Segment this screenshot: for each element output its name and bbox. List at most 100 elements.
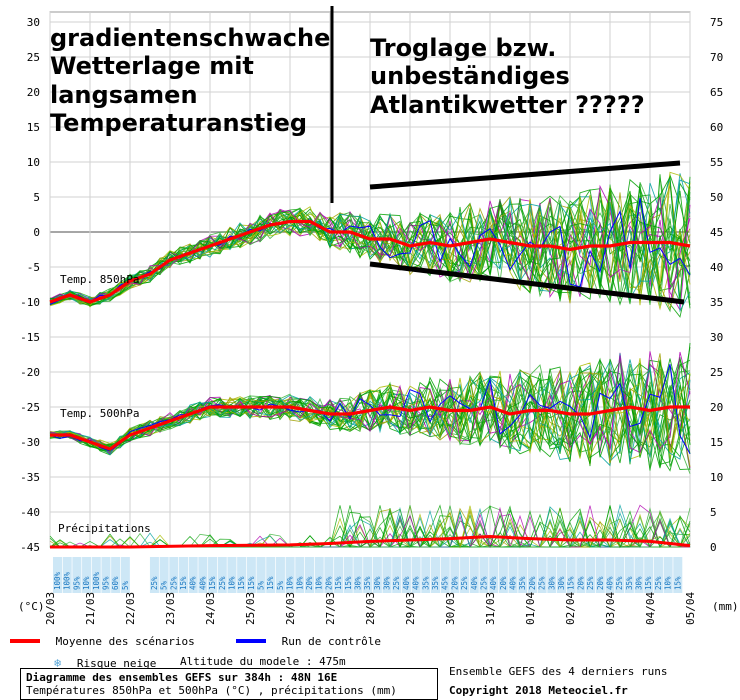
snow-cell [566,557,576,593]
snow-risk-label: 40% [402,576,411,590]
snow-cell [673,557,683,593]
snow-risk-label: 40% [198,576,207,590]
drawn-annotations [330,6,685,305]
right-axis-unit: (mm) [712,600,739,613]
snow-risk-label: 10% [82,576,91,590]
snow-risk-label: 20% [450,576,459,590]
snow-cell [431,557,440,593]
snow-risk-label: 25% [169,576,178,590]
annotation-left-line: gradientenschwache [50,24,331,52]
member-line-t850 [49,196,691,304]
right-tick-label: 75 [710,16,723,29]
snow-cell [179,557,188,593]
right-tick-label: 10 [710,471,723,484]
snow-risk-label: 25% [586,576,595,590]
control-swatch [236,638,266,643]
axis-ticks: 302520151050-5-10-15-20-25-30-35-40-4575… [20,16,723,625]
snow-cell [353,557,363,593]
snow-cell [634,557,644,593]
snow-risk-label: 35% [363,576,372,590]
snow-risk-label: 10% [664,576,673,590]
left-tick-label: -15 [20,331,40,344]
left-tick-label: 30 [27,16,40,29]
snow-risk-label: 30% [635,576,644,590]
snow-risk-label: 45% [441,576,450,590]
left-tick-label: -20 [20,366,40,379]
snow-risk-label: 20% [596,576,605,590]
legend-snow-label: Risque neige [76,657,157,670]
snow-risk-label: 30% [373,576,382,590]
snow-risk-label: 40% [489,576,498,590]
snow-cell [527,557,537,593]
snow-risk-label: 40% [509,576,518,590]
snow-cell [382,557,392,593]
annotation-left-line: Temperaturanstieg [50,108,308,137]
snow-risk-label: 20% [528,576,537,590]
snow-risk-label: 40% [470,576,479,590]
member-line-t500 [49,353,691,463]
left-tick-label: -5 [27,261,40,274]
snow-cell [489,557,499,593]
mean-swatch [10,638,40,643]
mean-line-t850 [49,219,691,304]
right-tick-label: 35 [710,296,723,309]
snow-cell [624,557,634,593]
legend-control: Run de contrôle [236,630,381,649]
snow-risk-label: 15% [344,576,353,590]
left-tick-label: 10 [27,156,40,169]
left-tick-label: -10 [20,296,40,309]
snow-cell [208,557,218,593]
annotation-right-line: Atlantikwetter ????? [370,90,645,119]
snow-risk-label: 20% [305,576,314,590]
right-tick-label: 15 [710,436,723,449]
ensemble-note: Ensemble GEFS des 4 derniers runs [449,665,668,678]
snow-cell [343,557,353,593]
snow-cell [188,557,198,593]
snow-cell [314,557,324,593]
snow-risk-label: 10% [315,576,324,590]
snow-risk-label: 30% [557,576,566,590]
snow-risk-label: 25% [615,576,624,590]
snow-risk-label: 35% [421,576,430,590]
snow-risk-label: 95% [72,576,81,590]
left-tick-label: 20 [27,86,40,99]
snow-cell [644,557,654,593]
upper-trend-line [369,160,681,190]
right-tick-label: 70 [710,51,723,64]
snow-cell [586,557,596,593]
annotation-left: gradientenschwache Wetterlage mit langsa… [50,24,330,137]
right-tick-label: 20 [710,401,723,414]
snow-risk-label: 15% [334,576,343,590]
snow-cell [401,557,411,593]
x-tick-label: 23/03 [164,592,177,625]
snow-risk-label: 25% [479,576,488,590]
snow-cell [498,557,508,593]
annotation-left-line: Wetterlage mit [50,52,254,81]
x-tick-label: 29/03 [404,592,417,625]
left-tick-label: -35 [20,471,40,484]
label-t500: Temp. 500hPa [60,407,140,420]
member-line-t850 [49,175,691,306]
snow-cell [663,557,673,593]
snow-risk-label: 10% [295,576,304,590]
legend-mean: Moyenne des scénarios [10,630,195,649]
x-tick-label: 21/03 [84,592,97,625]
snow-cell [576,557,586,593]
right-tick-label: 65 [710,86,723,99]
mean-line-t500 [50,405,690,451]
snow-cell [53,557,62,593]
right-tick-label: 55 [710,156,723,169]
snow-cell [101,557,111,593]
snow-cell [169,557,179,593]
snow-risk-label: 20% [576,576,585,590]
snow-risk-label: 15% [644,576,653,590]
right-tick-label: 30 [710,331,723,344]
snow-cell [285,557,295,593]
member-line-t850 [49,177,691,306]
annotation-right: Troglage bzw. unbeständiges Atlantikwett… [370,34,645,119]
member-line-t500 [49,342,691,467]
snow-cell [266,557,276,593]
snow-cell [547,557,557,593]
right-tick-label: 40 [710,261,723,274]
